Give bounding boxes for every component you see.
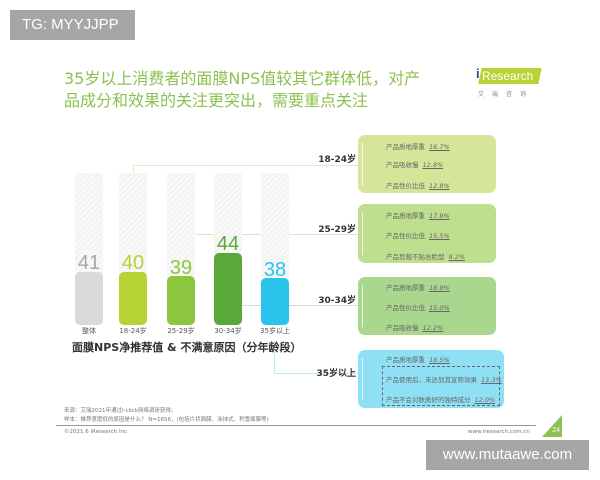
source-line-1: 来源：艾瑞2021年通过I-click网络调研获得。 [64, 408, 177, 414]
reason-pct: 12.0% [474, 396, 496, 404]
chart-caption: 面膜NPS净推荐值 & 不满意原因（分年龄段） [72, 341, 302, 354]
source-line-2: 样本：推荐意愿低的原因是什么？ N=1656，(包括片状面膜、涂抹式、积雪面膜等… [64, 417, 269, 423]
reason-pct: 9.2% [448, 253, 466, 261]
watermark-bottom-right: www.mutaawe.com [426, 440, 589, 470]
reason-pct: 18.5% [429, 356, 450, 364]
page-number: 24 [552, 427, 560, 434]
bar-value: 39 [169, 257, 193, 279]
nps-bar-chart: 41 整体 40 18-24岁 39 25-29岁 44 30-34岁 38 3… [60, 160, 310, 345]
reason-text: 产品性价比低 [386, 182, 425, 190]
reason-pct: 12.2% [422, 324, 444, 332]
brace [362, 358, 370, 400]
reason-box-30-34: 产品质地厚重 18.9% 产品性价比低 15.0% 产品吸收慢 12.2% [358, 277, 496, 335]
reason-text: 产品性价比低 [386, 304, 425, 312]
bar-label: 35岁以上 [260, 327, 290, 335]
reason-item: 产品质地厚重 18.9% [386, 282, 450, 292]
title-line-1: 35岁以上消费者的面膜NPS值较其它群体低，对产 [64, 69, 421, 88]
bar-label: 25-29岁 [167, 327, 195, 335]
connector-30-34-horizontal [240, 305, 363, 306]
page-number-badge: 24 [542, 415, 562, 437]
bar-value: 41 [77, 252, 101, 274]
reason-text: 产品质地厚重 [386, 356, 425, 364]
reason-text: 产品吸收慢 [386, 324, 419, 332]
bar-label: 整体 [82, 327, 96, 335]
connector-35-horizontal [274, 373, 364, 374]
reason-item: 产品性价比低 15.5% [386, 230, 450, 240]
bar-label: 30-34岁 [214, 327, 242, 335]
iresearch-logo: i Research 艾瑞咨询 [474, 66, 544, 104]
reason-item: 产品使用后，未达到其宣称效果 13.3% [386, 374, 502, 384]
reason-text: 产品性价比低 [386, 232, 425, 240]
connector-18-24-horizontal [133, 165, 363, 166]
footer-copyright: ©2021.6 iResearch Inc [64, 429, 128, 435]
bar-column-35-plus: 38 35岁以上 [260, 160, 290, 345]
bar-column-30-34: 44 30-34岁 [214, 160, 242, 345]
bar-overall [75, 272, 103, 325]
reason-text: 产品质地厚重 [386, 212, 425, 220]
page-title: 35岁以上消费者的面膜NPS值较其它群体低，对产 品成分和效果的关注更突出，需要… [64, 68, 464, 112]
reason-text: 产品剪裁不贴合脸型 [386, 253, 445, 261]
bar-30-34 [214, 253, 242, 325]
connector-35-vertical [274, 340, 275, 374]
logo-i-glyph: i [476, 66, 480, 81]
brace [362, 143, 370, 185]
reason-pct: 15.5% [429, 232, 450, 240]
reason-box-18-24: 产品质地厚重 16.7% 产品吸收慢 12.8% 产品性价比低 12.8% [358, 135, 496, 193]
bar-35-plus [261, 278, 289, 325]
reason-text: 产品不会对肤质好的独特成分 [386, 396, 471, 404]
brace [362, 212, 370, 255]
bar-value: 40 [121, 252, 145, 274]
highlight-dashed-frame [382, 366, 500, 406]
reason-text: 产品质地厚重 [386, 284, 425, 292]
reason-pct: 15.0% [429, 304, 450, 312]
bar-25-29 [167, 276, 195, 325]
footer-divider [56, 425, 536, 426]
footer-source: 来源：艾瑞2021年通过I-click网络调研获得。 样本：推荐意愿低的原因是什… [64, 407, 269, 425]
bar-column-18-24: 40 18-24岁 [119, 160, 147, 345]
reason-item: 产品剪裁不贴合脸型 9.2% [386, 251, 465, 261]
bar-column-25-29: 39 25-29岁 [167, 160, 195, 345]
footer-url[interactable]: www.iresearch.com.cn [468, 429, 530, 435]
reason-pct: 12.8% [429, 182, 450, 190]
reason-pct: 18.9% [429, 284, 450, 292]
group-label-30-34: 30-34岁 [318, 296, 356, 306]
reason-item: 产品吸收慢 12.8% [386, 159, 443, 169]
reason-item: 产品质地厚重 17.9% [386, 210, 450, 220]
bar-18-24 [119, 272, 147, 325]
reason-item: 产品质地厚重 16.7% [386, 141, 450, 151]
logo-text: Research [482, 69, 534, 83]
reason-item: 产品性价比低 12.8% [386, 180, 450, 190]
reason-item: 产品质地厚重 18.5% [386, 354, 450, 364]
bar-value: 44 [216, 233, 240, 255]
reason-text: 产品吸收慢 [386, 161, 419, 169]
watermark-top-left: TG: MYYJJPP [10, 10, 135, 40]
reason-item: 产品吸收慢 12.2% [386, 322, 443, 332]
group-label-35-plus: 35岁以上 [316, 369, 356, 379]
bar-column-overall: 41 整体 [75, 160, 103, 345]
reason-box-35-plus: 产品质地厚重 18.5% 产品使用后，未达到其宣称效果 13.3% 产品不会对肤质好… [358, 350, 504, 408]
reason-text: 产品使用后，未达到其宣称效果 [386, 376, 477, 384]
group-label-25-29: 25-29岁 [318, 225, 356, 235]
reason-pct: 16.7% [429, 143, 450, 151]
group-label-18-24: 18-24岁 [318, 155, 356, 165]
title-line-2: 品成分和效果的关注更突出，需要重点关注 [64, 91, 369, 110]
reason-item: 产品性价比低 15.0% [386, 302, 450, 312]
bar-label: 18-24岁 [119, 327, 147, 335]
brace [362, 285, 370, 327]
logo-subtitle: 艾瑞咨询 [478, 91, 535, 98]
reason-text: 产品质地厚重 [386, 143, 425, 151]
reason-pct: 12.8% [422, 161, 444, 169]
reason-box-25-29: 产品质地厚重 17.9% 产品性价比低 15.5% 产品剪裁不贴合脸型 9.2% [358, 204, 496, 263]
reason-pct: 17.9% [429, 212, 450, 220]
reason-pct: 13.3% [481, 376, 502, 384]
reason-item: 产品不会对肤质好的独特成分 12.0% [386, 394, 495, 404]
bar-value: 38 [263, 259, 287, 281]
